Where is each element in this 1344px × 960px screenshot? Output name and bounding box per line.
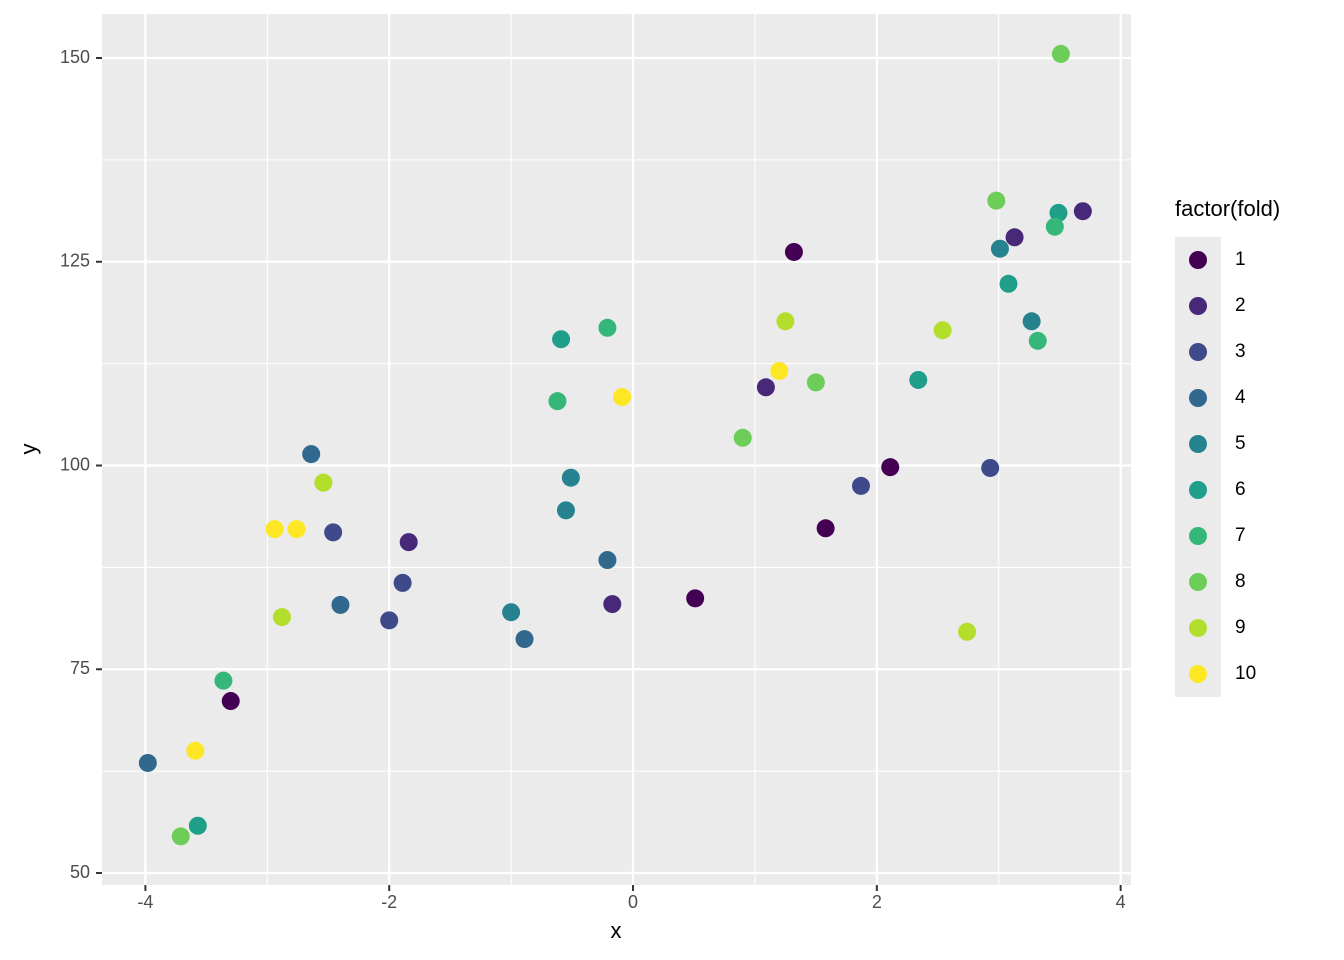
point (1051, 44, 1070, 63)
point (221, 692, 240, 711)
y-axis-title: y (16, 444, 41, 455)
point (556, 501, 575, 520)
point (393, 573, 412, 592)
legend-label: 6 (1235, 479, 1246, 500)
legend-key (1189, 389, 1207, 407)
x-tick-label: 4 (1116, 892, 1126, 912)
legend-label: 9 (1235, 617, 1246, 638)
y-tick-label: 125 (60, 251, 90, 271)
point (598, 551, 617, 570)
x-tick-label: 0 (628, 892, 638, 912)
point (561, 468, 580, 487)
legend-key (1189, 297, 1207, 315)
y-tick-label: 150 (60, 47, 90, 67)
point (380, 611, 399, 630)
legend-label: 1 (1235, 249, 1246, 270)
legend-label: 2 (1235, 295, 1246, 316)
point (548, 392, 567, 411)
point (287, 520, 306, 539)
point (171, 827, 190, 846)
y-tick-label: 75 (70, 658, 90, 678)
legend-label: 8 (1235, 571, 1246, 592)
point (186, 741, 205, 760)
point (851, 476, 870, 495)
point (603, 595, 622, 614)
point (324, 523, 343, 542)
point (999, 274, 1018, 293)
point (686, 589, 705, 608)
point (776, 312, 795, 331)
x-tick-label: -4 (137, 892, 153, 912)
legend-key (1189, 665, 1207, 683)
x-axis-title: x (611, 918, 622, 943)
legend-key (1189, 619, 1207, 637)
legend-label: 4 (1235, 387, 1246, 408)
y-tick-label: 50 (70, 862, 90, 882)
point (272, 608, 291, 627)
point (399, 533, 418, 552)
point (1049, 203, 1068, 222)
point (331, 595, 350, 614)
panel (102, 14, 1131, 885)
legend-key (1189, 481, 1207, 499)
point (265, 520, 284, 539)
point (1028, 331, 1047, 350)
legend-key (1189, 251, 1207, 269)
point (784, 242, 803, 261)
point (958, 622, 977, 641)
x-tick-label: 2 (872, 892, 882, 912)
point (1045, 217, 1064, 236)
point (733, 428, 752, 447)
point (1073, 202, 1092, 221)
point (990, 239, 1009, 258)
point (933, 321, 952, 340)
point (502, 603, 521, 622)
legend-label: 3 (1235, 341, 1246, 362)
point (987, 191, 1006, 210)
legend-title: factor(fold) (1175, 196, 1280, 221)
point (302, 445, 321, 464)
point (981, 458, 1000, 477)
legend-key (1189, 343, 1207, 361)
y-tick-label: 100 (60, 454, 90, 474)
legend-label: 7 (1235, 525, 1246, 546)
legend-key (1189, 435, 1207, 453)
point (1005, 228, 1024, 247)
point (770, 361, 789, 380)
legend-key (1189, 527, 1207, 545)
point (881, 458, 900, 477)
point (756, 378, 775, 397)
point (188, 816, 207, 835)
point (1022, 312, 1041, 331)
legend-label: 5 (1235, 433, 1246, 454)
legend-key (1189, 573, 1207, 591)
point (214, 671, 233, 690)
point (613, 388, 632, 407)
point (515, 630, 534, 649)
point (552, 330, 571, 349)
point (598, 318, 617, 337)
point (816, 519, 835, 538)
x-tick-label: -2 (381, 892, 397, 912)
point (806, 373, 825, 392)
point (909, 370, 928, 389)
point (138, 753, 157, 772)
legend-label: 10 (1235, 663, 1256, 684)
point (314, 473, 333, 492)
